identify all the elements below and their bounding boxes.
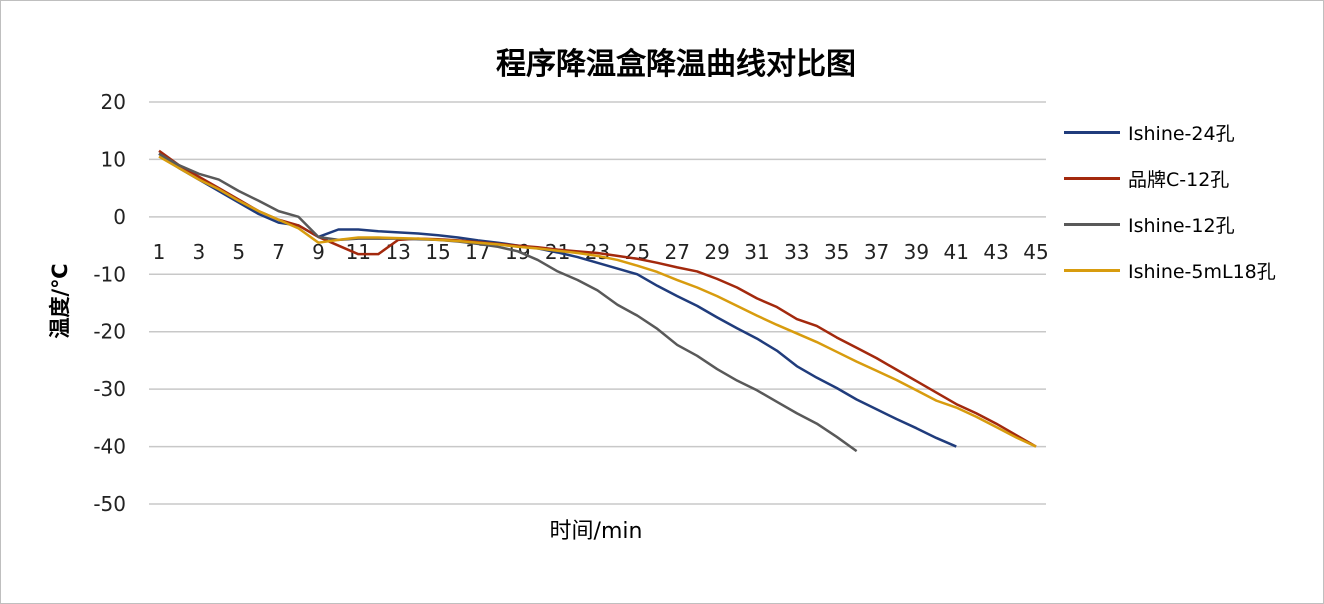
- legend-swatch: [1064, 222, 1120, 226]
- x-tick-label: 33: [784, 240, 809, 264]
- legend-item: Ishine-5mL18孔: [1064, 258, 1276, 283]
- legend-label: Ishine-12孔: [1128, 214, 1235, 237]
- series-line-2: [158, 152, 858, 453]
- legend-swatch: [1064, 130, 1120, 134]
- x-tick-label: 1: [153, 240, 166, 264]
- series-line-3: [158, 155, 1037, 448]
- x-tick-label: 27: [665, 240, 690, 264]
- legend-item: 品牌C-12孔: [1064, 166, 1230, 191]
- x-tick-label: 29: [704, 240, 729, 264]
- legend-item: Ishine-24孔: [1064, 120, 1235, 145]
- y-tick-label: -30: [93, 377, 126, 401]
- x-tick-label: 3: [192, 240, 205, 264]
- y-axis-label: 温度/℃: [48, 263, 72, 339]
- legend-item: Ishine-12孔: [1064, 212, 1235, 237]
- legend-label: Ishine-24孔: [1128, 122, 1235, 145]
- x-tick-label: 39: [904, 240, 929, 264]
- x-tick-label: 43: [983, 240, 1008, 264]
- series-line-0: [158, 152, 957, 448]
- y-tick-label: -50: [93, 492, 126, 516]
- x-tick-label: 45: [1023, 240, 1048, 264]
- x-tick-label: 41: [944, 240, 969, 264]
- chart-title: 程序降温盒降温曲线对比图: [496, 47, 856, 82]
- x-axis-label: 时间/min: [549, 519, 643, 544]
- y-tick-label: 0: [113, 205, 126, 229]
- y-tick-label: -10: [93, 262, 126, 286]
- x-tick-label: 11: [346, 240, 371, 264]
- legend-swatch: [1064, 176, 1120, 180]
- x-tick-label: 5: [232, 240, 245, 264]
- x-tick-label: 9: [312, 240, 325, 264]
- x-tick-label: 31: [744, 240, 769, 264]
- x-tick-label: 35: [824, 240, 849, 264]
- x-tick-label: 37: [864, 240, 889, 264]
- legend-label: 品牌C-12孔: [1128, 168, 1230, 191]
- series-line-1: [158, 149, 1037, 448]
- legend-swatch: [1064, 268, 1120, 272]
- legend-label: Ishine-5mL18孔: [1128, 260, 1276, 283]
- x-tick-label: 7: [272, 240, 285, 264]
- y-tick-label: 20: [101, 90, 126, 114]
- y-tick-label: -20: [93, 320, 126, 344]
- y-tick-label: 10: [101, 147, 126, 171]
- y-tick-label: -40: [93, 435, 126, 459]
- x-tick-label: 13: [385, 240, 410, 264]
- x-tick-label: 15: [425, 240, 450, 264]
